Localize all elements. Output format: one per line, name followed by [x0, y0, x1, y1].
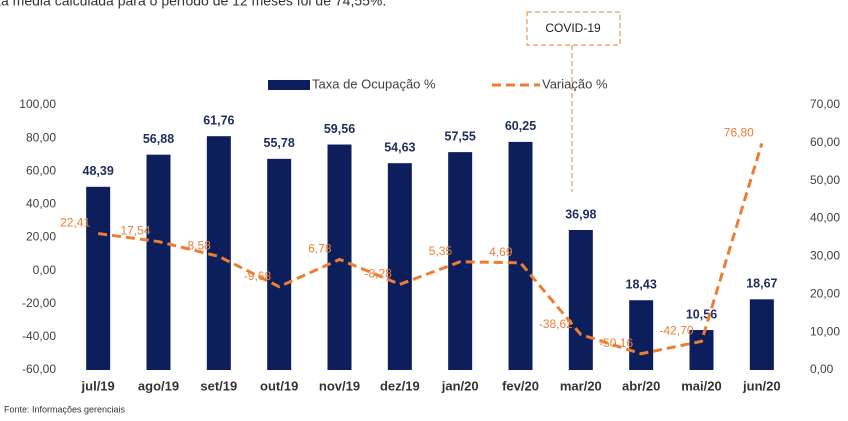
y-tick-label: -40,00 — [22, 329, 56, 343]
x-tick-label: jul/19 — [81, 378, 115, 393]
line-label: 5,35 — [429, 244, 453, 258]
x-tick-label: fev/20 — [502, 378, 539, 393]
chart-title: xa média calculada para o período de 12 … — [0, 0, 386, 9]
bar — [267, 158, 292, 370]
bar — [146, 154, 171, 370]
x-tick-label: mai/20 — [681, 378, 721, 393]
x-tick-label: abr/20 — [622, 378, 660, 393]
x-tick-label: out/19 — [260, 378, 298, 393]
line — [97, 142, 764, 356]
y-tick-label: 60,00 — [26, 163, 56, 177]
line-label: 76,80 — [724, 126, 754, 140]
line-label: -9,68 — [244, 269, 272, 283]
legend-swatch — [268, 80, 310, 90]
bar-label: 56,88 — [143, 132, 174, 146]
bar — [508, 141, 533, 370]
line-label: -38,62 — [539, 317, 573, 331]
bar-label: 18,43 — [626, 278, 657, 292]
annotation-box — [526, 11, 621, 46]
bar — [86, 186, 111, 370]
bar-label: 18,67 — [746, 277, 777, 291]
y-tick-label: -60,00 — [22, 362, 56, 376]
line-label: -8,28 — [364, 267, 392, 281]
line-label: -50,16 — [599, 336, 633, 350]
line-label: 4,69 — [489, 245, 513, 259]
bar-label: 61,76 — [203, 113, 234, 127]
bar-label: 57,55 — [445, 129, 476, 143]
legend-label: Taxa de Ocupação % — [312, 76, 436, 91]
bar — [749, 299, 774, 370]
line-label: 17,54 — [120, 224, 150, 238]
y2-tick-label: 20,00 — [810, 286, 840, 300]
x-tick-label: jan/20 — [441, 378, 479, 393]
bar-label: 60,25 — [505, 119, 536, 133]
source: Fonte: Informações gerenciais — [4, 404, 126, 414]
y2-tick-label: 0,00 — [810, 362, 834, 376]
y2-tick-label: 50,00 — [810, 173, 840, 187]
line-label: 6,78 — [308, 242, 332, 256]
bar-label: 59,56 — [324, 122, 355, 136]
line-label: -42,70 — [659, 324, 693, 338]
y-tick-label: 0,00 — [33, 263, 57, 277]
x-tick-label: nov/19 — [319, 378, 360, 393]
x-tick-label: set/19 — [200, 378, 237, 393]
bar — [387, 163, 412, 370]
x-tick-label: jun/20 — [742, 378, 781, 393]
bar — [629, 300, 654, 370]
y2-tick-label: 10,00 — [810, 324, 840, 338]
y2-tick-label: 60,00 — [810, 135, 840, 149]
y2-tick-label: 30,00 — [810, 249, 840, 263]
y-tick-label: -20,00 — [22, 296, 56, 310]
y-tick-label: 40,00 — [26, 197, 56, 211]
bar-label: 54,63 — [384, 140, 415, 154]
line-label: 22,41 — [60, 216, 90, 230]
y2-tick-label: 40,00 — [810, 211, 840, 225]
x-tick-label: mar/20 — [560, 378, 602, 393]
bar-label: 10,56 — [686, 307, 717, 321]
annotation: COVID-19 — [545, 21, 601, 35]
bar-label: 48,39 — [83, 164, 114, 178]
x-tick-label: dez/19 — [380, 378, 420, 393]
y-tick-label: 20,00 — [26, 230, 56, 244]
bar-label: 55,78 — [264, 136, 295, 150]
y-tick-label: 100,00 — [19, 97, 56, 111]
line-label: 8,58 — [187, 239, 211, 253]
legend-label: Variação % — [542, 76, 608, 91]
bar — [327, 144, 352, 370]
y2-tick-label: 70,00 — [810, 97, 840, 111]
y-tick-label: 80,00 — [26, 130, 56, 144]
bar-label: 36,98 — [565, 207, 596, 221]
x-tick-label: ago/19 — [138, 378, 179, 393]
bar — [689, 330, 714, 370]
bar — [568, 230, 593, 370]
